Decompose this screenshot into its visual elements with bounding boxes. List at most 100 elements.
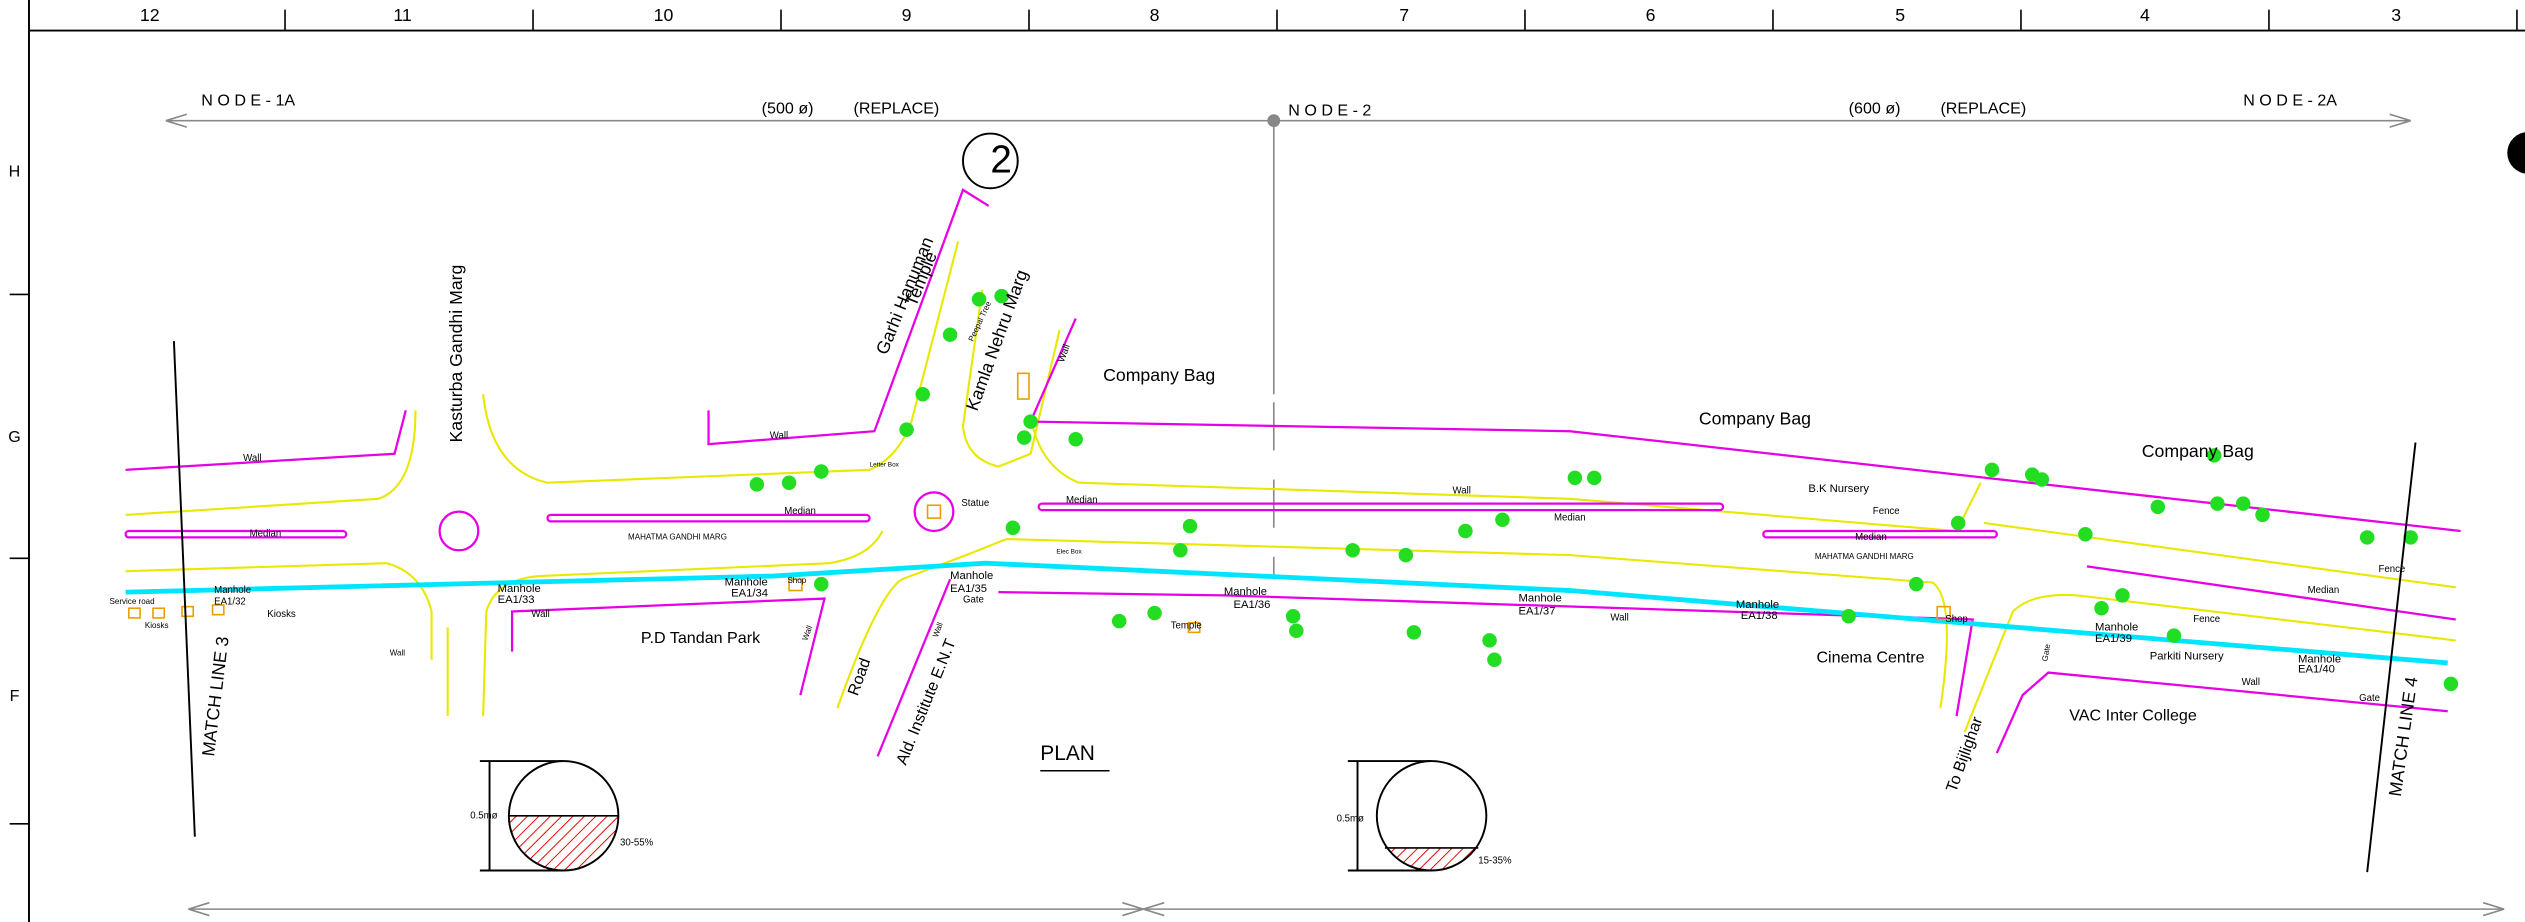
tree [1482,633,1497,648]
label: (REPLACE) [1940,100,2026,118]
label: Fence [2193,614,2220,625]
tree [994,288,1009,304]
tree [2078,526,2093,542]
label: Kiosks [145,621,169,630]
label: MATCH LINE 4 [2385,675,2422,797]
tree [971,292,987,307]
tree [1289,623,1304,638]
tree [1487,652,1502,667]
label: B.K Nursery [1808,483,1869,495]
tree [1182,518,1198,534]
column-number: 5 [1895,5,1905,25]
tree [1950,515,1966,531]
label: Cinema Centre [1816,648,1924,666]
label: EA1/33 [498,594,535,606]
label: N O D E - 2 [1288,101,1371,119]
column-number: 3 [2391,5,2401,25]
label: EA1/35 [950,583,987,595]
tree [915,386,930,402]
tree [942,327,958,342]
label: EA1/40 [2298,663,2335,675]
label: MAHATMA GANDHI MARG [628,533,727,542]
label: EA1/38 [1741,610,1778,622]
row-letter: G [8,428,21,446]
label: Statue [961,498,989,509]
label: Shop [1945,614,1968,625]
label: Median [1855,532,1887,543]
label: 0.5mø [1337,814,1364,825]
label: Ald. Institute E.N.T [893,636,960,767]
label: Manhole [950,570,993,582]
label: Gate [963,595,984,606]
label: EA1/39 [2095,633,2132,645]
label: EA1/36 [1234,599,1271,611]
tree [814,576,829,592]
tree [1841,609,1856,624]
label: Elec Box [1056,549,1082,556]
tree [2403,530,2418,545]
label: Fence [2378,564,2405,575]
tree [2235,496,2251,511]
column-number: 10 [654,5,674,25]
label: Company Bag [1103,365,1215,385]
label: EA1/37 [1519,605,1556,617]
label: (REPLACE) [853,100,939,118]
tree [781,475,797,490]
row-letter: F [10,687,20,705]
kiosks [128,372,1951,634]
tree [1984,462,2000,478]
label: Median [2308,585,2340,596]
node-line [165,113,2525,580]
label: Gate [2040,643,2052,662]
label: Wall [1453,485,1471,496]
label: Manhole [2298,654,2341,666]
label: Manhole [725,576,768,588]
label: Service road [110,597,155,606]
pipeline [125,560,2448,666]
dimension [188,901,2505,917]
label: Gate [2359,693,2380,704]
tree [1111,613,1127,629]
label: Company Bag [1699,409,1811,429]
tree [1567,470,1583,486]
label: Manhole [1224,586,1267,598]
label: Median [784,506,816,517]
tree [1285,609,1301,624]
tree [2150,499,2166,515]
label: Wall [801,624,815,642]
tree [1016,430,1032,445]
tree [1005,520,1021,536]
label: PLAN [1040,742,1095,765]
column-number: 6 [1646,5,1656,25]
label: (600 ø) [1849,100,1901,118]
label: Manhole [1519,593,1562,605]
tree [2034,472,2050,487]
label: To Bijlighar [1943,714,1987,795]
tree [1586,470,1602,486]
label: MAHATMA GANDHI MARG [1815,552,1914,561]
label: Manhole [214,585,251,596]
label: Wall [2242,677,2260,688]
walls [124,188,2461,757]
tree [1147,605,1162,621]
label: Wall [1610,612,1628,623]
label: Manhole [2095,622,2138,634]
label: Median [1554,513,1586,524]
label: Wall [1056,343,1073,364]
label: Road [844,656,874,698]
tree [1458,523,1473,539]
tree [899,422,914,437]
label: Median [1066,495,1098,506]
roads [125,241,2456,733]
match-lines [172,341,2417,873]
tree [1398,547,1414,563]
tree [2166,628,2182,643]
label: 15-35% [1478,855,1512,866]
label: Shop [787,576,806,585]
label: P.D Tandan Park [641,629,761,647]
label: Parkiti Nursery [2150,650,2224,662]
label: Manhole [498,583,541,595]
label: EA1/34 [731,588,768,600]
frame [9,0,2525,922]
